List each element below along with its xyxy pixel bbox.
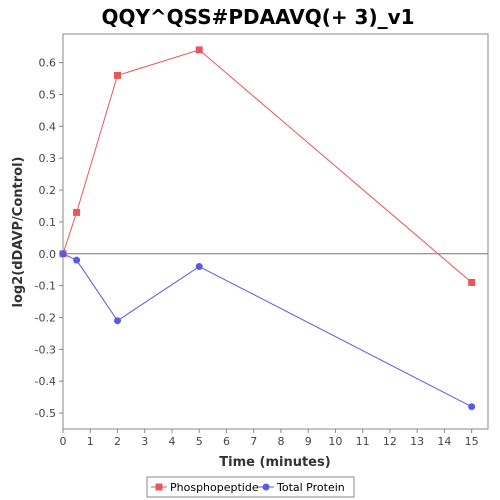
legend-phosphopeptide-label: Phosphopeptide: [170, 481, 259, 494]
y-tick-label: 0.0: [39, 248, 57, 261]
x-tick-label: 2: [114, 435, 121, 448]
x-tick-label: 11: [356, 435, 370, 448]
y-tick-label: 0.4: [39, 120, 57, 133]
y-tick-label: 0.3: [39, 152, 57, 165]
legend-total-protein-label: Total Protein: [276, 481, 345, 494]
x-tick-label: 7: [250, 435, 257, 448]
x-tick-label: 12: [383, 435, 397, 448]
phosphopeptide-point: [195, 46, 203, 54]
y-tick-label: -0.3: [35, 343, 56, 356]
y-tick-label: -0.4: [35, 375, 56, 388]
x-axis: 0 1 2 3 4 5 6 7 8 9 10 11 12 13 14 15: [60, 429, 479, 448]
y-tick-label: 0.6: [39, 57, 57, 70]
x-axis-label: Time (minutes): [219, 455, 330, 470]
x-tick-label: 3: [141, 435, 148, 448]
y-tick-label: -0.5: [35, 407, 56, 420]
total-protein-point: [468, 403, 476, 411]
x-tick-label: 0: [60, 435, 67, 448]
phosphopeptide-point: [468, 278, 476, 286]
series-layer: [59, 46, 476, 411]
phosphopeptide-point: [73, 208, 81, 216]
x-tick-label: 6: [223, 435, 230, 448]
total-protein-point: [195, 263, 203, 271]
y-tick-label: 0.5: [39, 89, 57, 102]
chart-title: QQY^QSS#PDAAVQ(+ 3)_v1: [101, 5, 414, 29]
legend-box: [146, 476, 355, 498]
x-tick-label: 1: [87, 435, 94, 448]
total-protein-point: [113, 317, 121, 325]
legend-phosphopeptide-marker: [155, 483, 163, 491]
total-protein-point: [59, 250, 67, 258]
total-protein-point: [73, 256, 81, 264]
y-axis: -0.5 -0.4 -0.3 -0.2 -0.1 0.0 0.1 0.2 0.3 0.4 0.5 0.…: [35, 57, 63, 420]
plot-area: [62, 33, 489, 430]
phosphopeptide-point: [113, 71, 121, 79]
y-tick-label: -0.1: [35, 280, 56, 293]
y-tick-label: 0.1: [39, 216, 57, 229]
x-tick-label: 15: [465, 435, 479, 448]
y-tick-label: 0.2: [39, 184, 57, 197]
legend-total-protein-marker: [262, 483, 270, 491]
y-tick-label: -0.2: [35, 312, 56, 325]
x-tick-label: 14: [437, 435, 451, 448]
x-tick-label: 5: [196, 435, 203, 448]
legend: Phosphopeptide Total Protein: [146, 476, 355, 498]
x-tick-label: 9: [305, 435, 312, 448]
x-tick-label: 13: [410, 435, 424, 448]
y-axis-label: log2(dDAVP/Control): [11, 157, 26, 308]
x-tick-label: 4: [168, 435, 175, 448]
x-tick-label: 10: [328, 435, 342, 448]
x-tick-label: 8: [277, 435, 284, 448]
